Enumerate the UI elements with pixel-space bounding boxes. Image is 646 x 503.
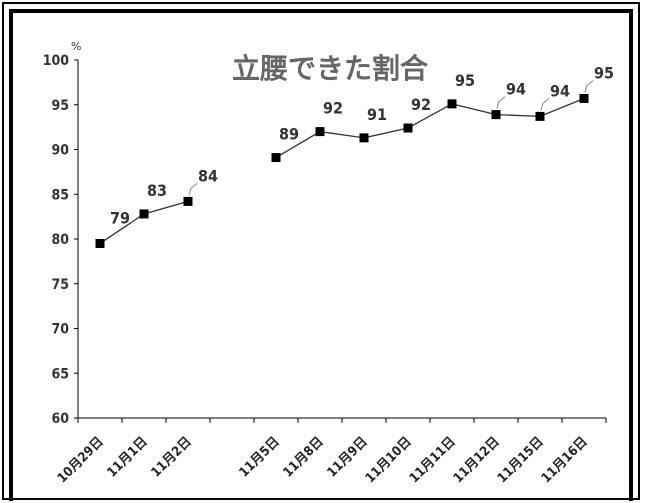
data-label: 92 <box>411 95 431 114</box>
data-label: 95 <box>455 71 475 90</box>
data-point <box>271 153 281 163</box>
x-tick-label: 11月2日 <box>149 434 195 480</box>
data-point <box>535 111 545 121</box>
data-point <box>95 238 105 248</box>
x-tick-label: 11月10日 <box>363 434 415 486</box>
y-tick-label: 90 <box>51 143 69 159</box>
data-point <box>491 110 501 120</box>
y-tick-label: 95 <box>51 98 69 114</box>
data-point <box>447 99 457 109</box>
data-label: 84 <box>198 166 218 185</box>
data-label: 89 <box>279 125 299 144</box>
y-tick-label: 60 <box>51 411 69 427</box>
data-point <box>183 196 193 206</box>
label-leader-line <box>540 98 550 111</box>
data-point <box>315 127 325 137</box>
y-axis-unit: % <box>71 40 81 53</box>
y-tick-label: 80 <box>51 232 69 248</box>
outer-frame <box>2 2 640 500</box>
y-tick-label: 75 <box>51 277 69 293</box>
data-point <box>359 133 369 143</box>
x-tick-label: 11月5日 <box>237 434 283 480</box>
x-tick-label: 11月8日 <box>281 434 327 480</box>
y-tick-label: 85 <box>51 187 69 203</box>
label-leader-line <box>496 96 506 109</box>
data-point <box>139 209 149 219</box>
y-tick-label: 70 <box>51 322 69 338</box>
label-leader-line <box>584 80 594 93</box>
y-tick-label: 65 <box>51 366 69 382</box>
data-label: 91 <box>367 105 387 124</box>
data-label: 79 <box>110 208 130 227</box>
x-tick-label: 11月15日 <box>495 434 547 486</box>
data-point <box>403 123 413 133</box>
label-leader-line <box>188 183 198 196</box>
inner-frame <box>9 9 633 501</box>
data-point <box>579 93 589 103</box>
series-line <box>275 97 585 159</box>
x-tick-label: 11月1日 <box>105 434 151 480</box>
data-label: 94 <box>506 80 526 99</box>
x-tick-label: 10月29日 <box>55 434 107 486</box>
x-tick-label: 11月11日 <box>407 434 459 486</box>
x-tick-label: 11月16日 <box>539 434 591 486</box>
data-label: 83 <box>147 181 167 200</box>
data-label: 95 <box>594 63 614 82</box>
x-tick-label: 11月12日 <box>451 434 503 486</box>
data-label: 92 <box>323 99 343 118</box>
data-label: 94 <box>550 81 570 100</box>
y-tick-label: 100 <box>43 53 70 69</box>
chart-title: 立腰できた割合 <box>232 52 429 85</box>
